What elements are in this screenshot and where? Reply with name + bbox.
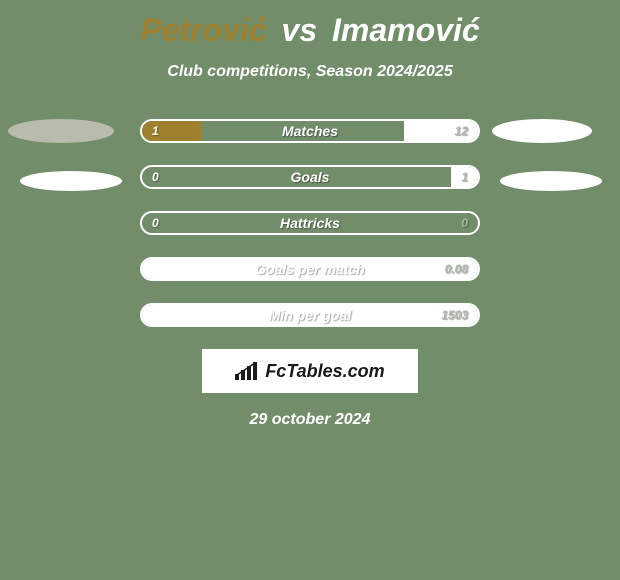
chart-icon <box>235 362 259 380</box>
team-badge-placeholder <box>20 171 122 191</box>
stat-label: Min per goal <box>142 307 478 323</box>
stat-label: Goals <box>142 169 478 185</box>
stat-label: Goals per match <box>142 261 478 277</box>
player-left-name: Petrović <box>140 12 266 48</box>
stat-row: 01Goals <box>140 165 480 189</box>
subtitle: Club competitions, Season 2024/2025 <box>0 63 620 81</box>
team-badge-placeholder <box>8 119 114 143</box>
stat-row: 0.08Goals per match <box>140 257 480 281</box>
player-right-name: Imamović <box>332 12 480 48</box>
stats-area: 112Matches 01Goals 00Hattricks 0.08Goals pe… <box>0 119 620 327</box>
snapshot-date: 29 october 2024 <box>0 411 620 429</box>
stat-label: Hattricks <box>142 215 478 231</box>
source-logo: FcTables.com <box>202 349 418 393</box>
team-badge-placeholder <box>492 119 592 143</box>
stat-row: 00Hattricks <box>140 211 480 235</box>
stat-row: 112Matches <box>140 119 480 143</box>
stat-row: 1503Min per goal <box>140 303 480 327</box>
source-logo-text: FcTables.com <box>265 361 384 382</box>
comparison-title: Petrović vs Imamović <box>0 0 620 49</box>
vs-label: vs <box>282 12 318 48</box>
stat-label: Matches <box>142 123 478 139</box>
team-badge-placeholder <box>500 171 602 191</box>
